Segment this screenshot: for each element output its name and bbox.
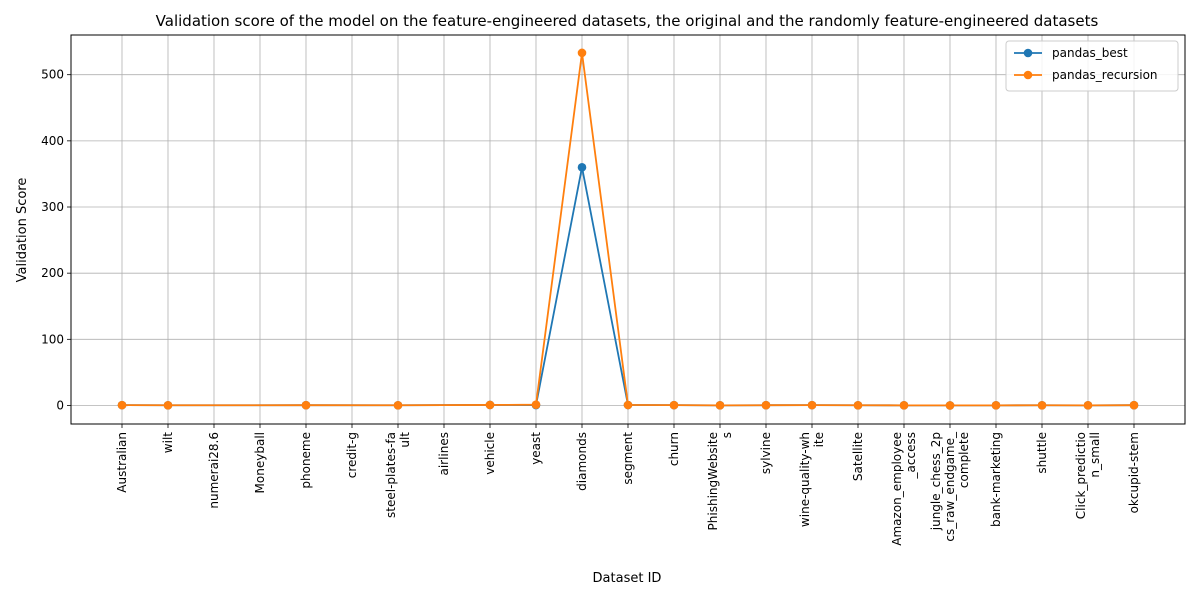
y-axis-label: Validation Score: [15, 178, 30, 283]
data-point: [163, 400, 173, 410]
data-point: [853, 400, 863, 410]
x-tick-label-line: vehicle: [483, 432, 497, 475]
x-tick-label: vehicle: [483, 432, 497, 475]
data-point: [945, 401, 955, 410]
data-point: [807, 400, 817, 410]
x-tick-label-line: numerai28.6: [207, 432, 221, 509]
data-point: [117, 400, 127, 410]
legend: pandas_best pandas_recursion: [1005, 40, 1179, 92]
legend-label: pandas_recursion: [1052, 68, 1158, 82]
x-tick-label-line: credit-g: [345, 432, 359, 478]
data-point: [1083, 401, 1093, 410]
x-tick-label: Amazon_employee_access: [890, 432, 918, 546]
x-tick-label: Australian: [115, 432, 129, 493]
x-tick-label: jungle_chess_2pcs_raw_endgame_complete: [929, 431, 971, 542]
x-tick-label-line: Click_predictio: [1074, 432, 1088, 519]
data-point: [301, 400, 311, 410]
x-tick-label: yeast: [529, 432, 543, 465]
y-tick-label: 0: [56, 398, 64, 412]
data-point: [991, 401, 1001, 410]
x-tick-label-line: yeast: [529, 432, 543, 465]
data-point: [715, 401, 725, 410]
data-point: [669, 400, 679, 410]
x-axis: Australian wilt numerai28.6 Moneyball phonem…: [115, 424, 1141, 546]
x-tick-label-line: jungle_chess_2p: [929, 432, 943, 531]
x-tick-label-line: bank-marketing: [989, 432, 1003, 527]
legend-marker: [1023, 70, 1033, 80]
x-tick-label: bank-marketing: [989, 432, 1003, 527]
data-point: [531, 400, 541, 409]
x-tick-label: airlines: [437, 432, 451, 476]
y-axis: 0 100 200 300 400 500: [41, 68, 71, 412]
x-tick-label-line: steel-plates-fa: [384, 432, 398, 518]
data-point: [1037, 400, 1047, 410]
x-tick-label: diamonds: [575, 432, 589, 491]
data-point: [761, 400, 771, 410]
data-point: [485, 400, 495, 410]
y-tick-label: 500: [41, 68, 64, 82]
x-tick-label: shuttle: [1035, 432, 1049, 474]
legend-label: pandas_best: [1052, 46, 1128, 60]
x-tick-label: Click_prediction_small: [1074, 432, 1102, 519]
x-tick-label-line: ult: [398, 432, 412, 448]
x-tick-label-line: churn: [667, 432, 681, 466]
x-tick-label-line: phoneme: [299, 432, 313, 489]
x-tick-label-line: Australian: [115, 432, 129, 493]
x-tick-label-line: Moneyball: [253, 432, 267, 493]
x-tick-label: numerai28.6: [207, 432, 221, 509]
x-tick-label: churn: [667, 432, 681, 466]
x-tick-label: credit-g: [345, 432, 359, 478]
x-tick-label-line: wilt: [161, 432, 175, 453]
x-tick-label-line: Satellite: [851, 432, 865, 481]
x-axis-label: Dataset ID: [593, 571, 662, 586]
y-tick-label: 300: [41, 200, 64, 214]
series-layer: [117, 48, 1139, 410]
x-tick-label-line: airlines: [437, 432, 451, 476]
x-tick-label: wine-quality-white: [798, 432, 826, 527]
legend-box: [1005, 40, 1179, 92]
data-point: [577, 163, 587, 172]
x-tick-label-line: PhishingWebsite: [706, 432, 720, 530]
x-tick-label: okcupid-stem: [1127, 432, 1141, 513]
x-tick-label-line: shuttle: [1035, 432, 1049, 474]
x-tick-label-line: _access: [904, 432, 918, 479]
x-tick-label: wilt: [161, 432, 175, 453]
x-tick-label-line: n_small: [1088, 432, 1102, 478]
x-tick-label-line: s: [720, 432, 734, 438]
legend-marker: [1023, 48, 1033, 58]
grid-lines: [71, 35, 1185, 424]
chart-title: Validation score of the model on the fea…: [156, 12, 1099, 30]
x-tick-label-line: okcupid-stem: [1127, 432, 1141, 513]
data-point: [623, 400, 633, 410]
x-tick-label-line: ite: [812, 432, 826, 447]
data-point: [577, 48, 587, 58]
x-tick-label-line: wine-quality-wh: [798, 432, 812, 527]
x-tick-label: segment: [621, 432, 635, 485]
x-tick-label-line: sylvine: [759, 432, 773, 474]
x-tick-label-line: Amazon_employee: [890, 432, 904, 546]
data-point: [899, 401, 909, 410]
x-tick-label: steel-plates-fault: [384, 432, 412, 518]
y-tick-label: 200: [41, 266, 64, 280]
x-tick-label-line: complete: [957, 432, 971, 488]
x-tick-label: phoneme: [299, 432, 313, 489]
data-point: [393, 400, 403, 410]
x-tick-label-line: segment: [621, 432, 635, 485]
y-tick-label: 100: [41, 332, 64, 346]
x-tick-label: PhishingWebsites: [706, 432, 734, 530]
x-tick-label-line: diamonds: [575, 432, 589, 491]
x-tick-label: Moneyball: [253, 432, 267, 493]
x-tick-label-line: cs_raw_endgame_: [943, 431, 957, 542]
x-tick-label: Satellite: [851, 432, 865, 481]
y-tick-label: 400: [41, 134, 64, 148]
data-point: [1129, 400, 1139, 410]
x-tick-label: sylvine: [759, 432, 773, 474]
